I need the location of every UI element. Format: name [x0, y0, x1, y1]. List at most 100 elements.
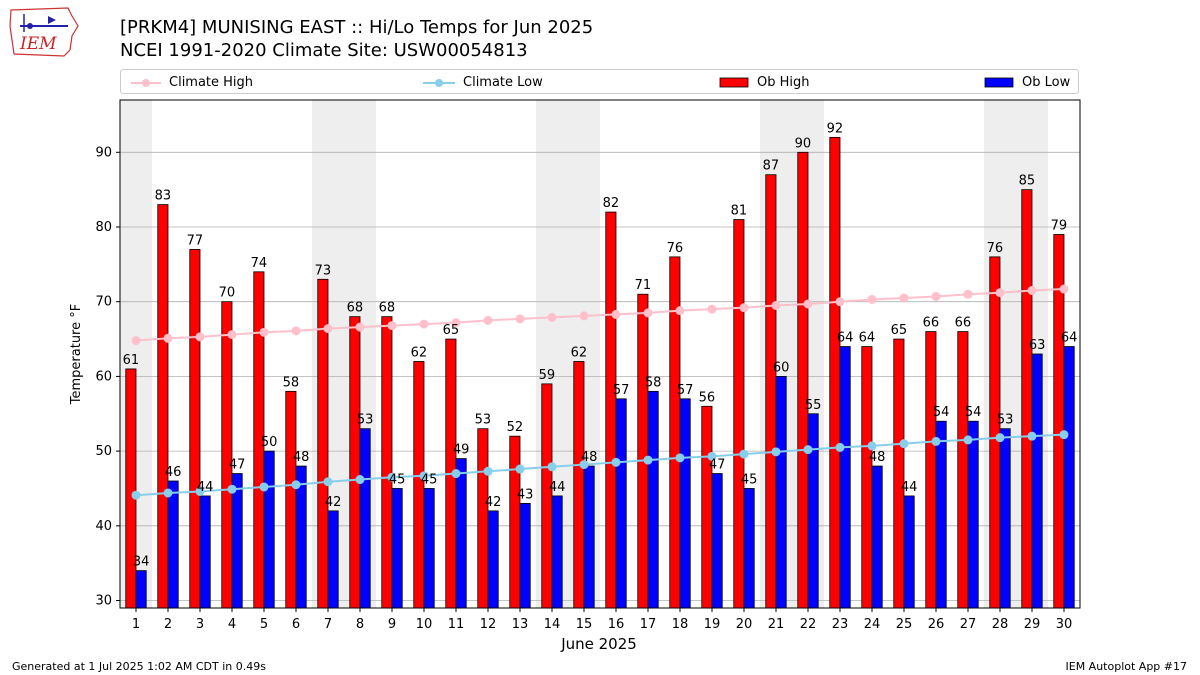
ob-low-value-label: 44 — [549, 480, 566, 495]
ob-low-value-label: 64 — [1061, 331, 1078, 346]
ob-low-value-label: 47 — [709, 458, 726, 473]
ob-low-value-label: 45 — [741, 472, 758, 487]
ob-high-bar — [989, 256, 1001, 609]
ob-high-value-label: 56 — [699, 390, 716, 405]
legend-item-climate-high: Climate High — [131, 70, 253, 95]
ob-high-value-label: 90 — [795, 136, 812, 151]
x-tick-label: 13 — [512, 617, 529, 632]
ob-high-bar — [541, 383, 553, 609]
footer-generated: Generated at 1 Jul 2025 1:02 AM CDT in 0… — [12, 660, 266, 673]
ob-low-value-label: 48 — [869, 450, 886, 465]
climate-high-point — [867, 294, 877, 304]
ob-high-value-label: 58 — [283, 375, 300, 390]
ob-high-bar — [893, 338, 905, 609]
ob-high-value-label: 68 — [379, 301, 396, 316]
ob-low-value-label: 42 — [485, 495, 502, 510]
ob-high-value-label: 76 — [987, 241, 1004, 256]
climate-low-point — [707, 451, 717, 461]
ob-low-value-label: 50 — [261, 435, 278, 450]
y-axis-label: Temperature °F — [69, 304, 84, 405]
climate-high-point — [1027, 286, 1037, 295]
legend: Climate High Climate Low Ob High Ob Low — [120, 69, 1079, 94]
climate-low-point — [323, 477, 333, 487]
ob-high-value-label: 66 — [923, 316, 940, 331]
legend-item-ob-high: Ob High — [719, 70, 810, 95]
climate-low-point — [291, 480, 301, 490]
climate-low-point — [899, 439, 909, 449]
ob-low-value-label: 48 — [293, 450, 310, 465]
legend-label: Ob Low — [1022, 75, 1071, 90]
ob-low-bar — [583, 465, 595, 609]
ob-high-value-label: 65 — [443, 323, 460, 338]
chart-subtitle: NCEI 1991-2020 Climate Site: USW00054813 — [120, 40, 528, 61]
ob-low-value-label: 42 — [325, 495, 342, 510]
ob-high-value-label: 77 — [187, 233, 204, 248]
x-tick-label: 7 — [324, 617, 332, 632]
climate-low-point — [1059, 430, 1069, 440]
climate-high-point — [259, 327, 269, 337]
ob-low-bar — [903, 495, 915, 609]
ob-low-value-label: 53 — [357, 413, 374, 428]
climate-low-point — [355, 475, 365, 485]
ob-low-bar — [839, 346, 851, 609]
ob-low-bar — [967, 420, 979, 609]
ob-low-bar — [455, 458, 467, 609]
legend-item-climate-low: Climate Low — [423, 70, 543, 95]
climate-high-point — [771, 300, 781, 310]
ob-high-bar — [925, 331, 937, 609]
x-tick-label: 28 — [992, 617, 1009, 632]
climate-high-point — [483, 315, 493, 325]
y-tick-label: 40 — [95, 519, 112, 534]
ob-high-value-label: 74 — [251, 256, 268, 271]
legend-item-ob-low: Ob Low — [984, 70, 1070, 95]
iem-logo: IEM — [9, 7, 79, 57]
ob-high-bar — [957, 331, 969, 609]
ob-low-value-label: 34 — [133, 555, 150, 570]
ob-low-value-label: 44 — [901, 480, 918, 495]
y-tick-label: 80 — [95, 220, 112, 235]
ob-low-bar — [1063, 346, 1075, 609]
x-tick-label: 18 — [672, 617, 689, 632]
ob-low-value-label: 44 — [197, 480, 214, 495]
climate-high-point — [611, 309, 621, 319]
ob-low-bar — [551, 495, 563, 609]
ob-high-value-label: 71 — [635, 278, 652, 293]
ob-low-bar — [487, 510, 499, 609]
x-tick-label: 6 — [292, 617, 300, 632]
ob-high-bar — [605, 211, 617, 609]
ob-high-bar — [829, 136, 841, 609]
climate-low-point — [611, 457, 621, 467]
ob-high-value-label: 65 — [891, 323, 908, 338]
climate-high-point — [163, 333, 173, 343]
x-tick-label: 5 — [260, 617, 268, 632]
ob-low-value-label: 48 — [581, 450, 598, 465]
y-tick-label: 60 — [95, 369, 112, 384]
climate-low-point — [1027, 431, 1037, 441]
climate-low-point — [419, 471, 429, 481]
climate-high-point — [643, 308, 653, 318]
climate-high-point — [803, 299, 813, 309]
x-tick-label: 16 — [608, 617, 625, 632]
ob-high-value-label: 61 — [123, 353, 140, 368]
legend-label: Climate High — [169, 75, 254, 90]
climate-high-point — [131, 336, 141, 346]
ob-high-bar — [221, 301, 233, 609]
ob-low-value-label: 57 — [677, 383, 694, 398]
ob-low-value-label: 54 — [965, 405, 982, 420]
climate-low-point — [515, 464, 525, 474]
y-tick-label: 50 — [95, 444, 112, 459]
ob-high-bar — [285, 390, 297, 609]
climate-high-point — [1059, 284, 1069, 294]
climate-low-point — [931, 436, 941, 446]
x-tick-label: 17 — [640, 617, 657, 632]
footer-app: IEM Autoplot App #17 — [1065, 660, 1188, 673]
ob-high-value-label: 83 — [155, 189, 172, 204]
ob-high-value-label: 87 — [763, 159, 780, 174]
ob-high-value-label: 66 — [955, 316, 972, 331]
plot-frame — [119, 99, 1081, 609]
ob-high-bar — [189, 249, 201, 609]
ob-low-bar — [199, 495, 211, 609]
climate-low-point — [963, 435, 973, 445]
climate-low-point — [131, 490, 141, 500]
ob-high-bar — [797, 151, 809, 609]
